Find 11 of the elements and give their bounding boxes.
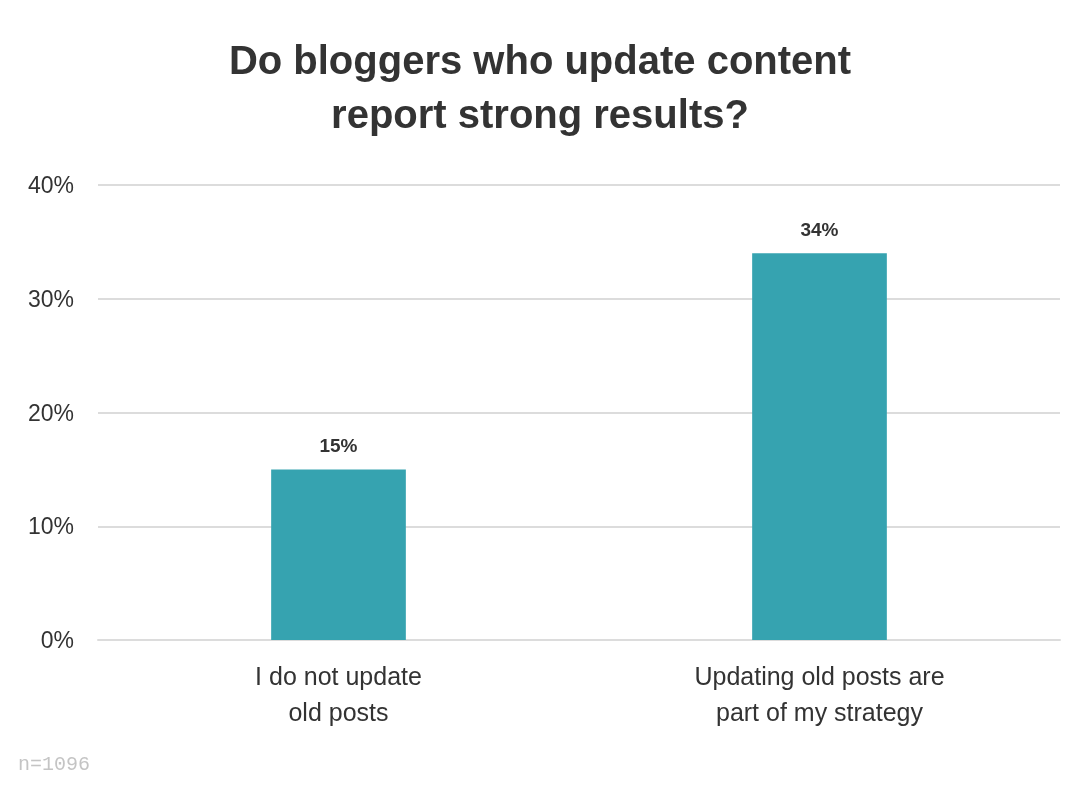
chart-title: Do bloggers who update content report strong results? xyxy=(228,38,852,136)
y-tick-label: 20% xyxy=(27,399,74,426)
data-label: 34% xyxy=(800,219,839,241)
x-tick-label: Updating old posts are part of my strategy xyxy=(694,662,945,726)
y-tick-label: 0% xyxy=(40,627,74,653)
text: n=1096 xyxy=(18,752,91,776)
y-tick-label: 40% xyxy=(27,172,74,198)
y-tick-label: 10% xyxy=(27,513,74,540)
y-tick-label: 30% xyxy=(27,285,74,312)
x-tick-label: I do not update old posts xyxy=(255,662,422,726)
data-label: 15% xyxy=(319,435,358,457)
